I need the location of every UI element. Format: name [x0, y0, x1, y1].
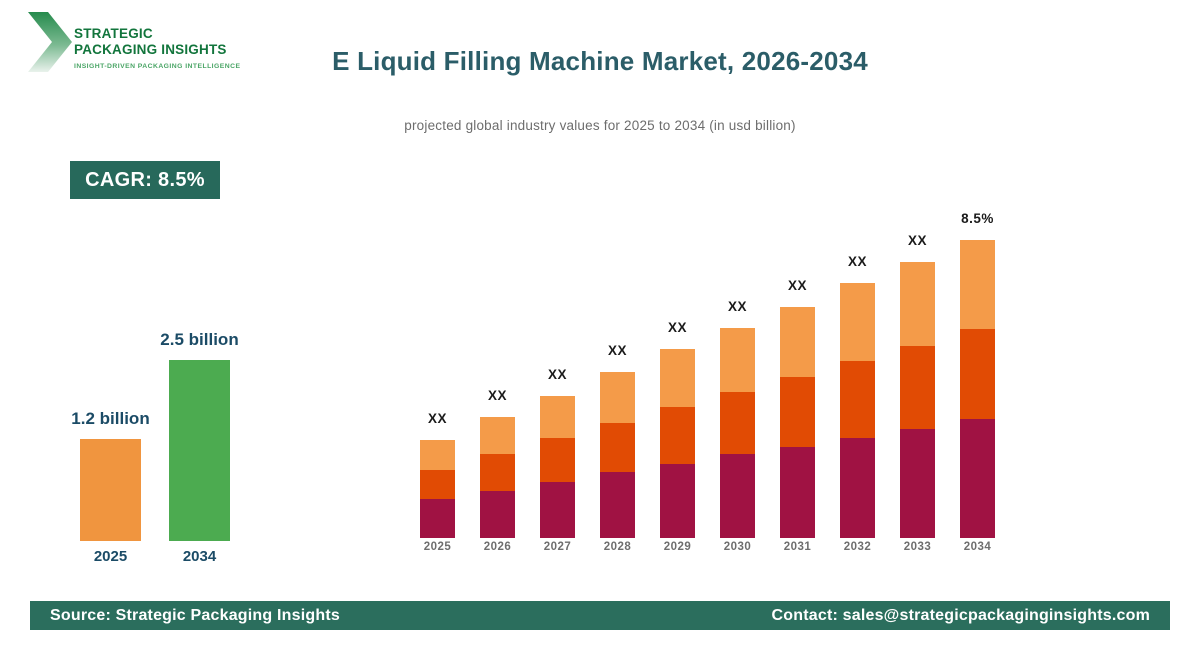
segment-bottom — [780, 447, 815, 538]
logo-line2: PACKAGING INSIGHTS — [74, 42, 227, 57]
segment-top — [600, 372, 635, 423]
stacked-bar — [840, 283, 875, 538]
stacked-bar — [660, 349, 695, 538]
cagr-badge: CAGR: 8.5% — [70, 161, 220, 199]
bar-year-label: 2034 — [963, 541, 992, 553]
logo-line1: STRATEGIC — [74, 26, 153, 41]
segment-top — [480, 417, 515, 454]
segment-middle — [720, 392, 755, 454]
segment-bottom — [600, 472, 635, 538]
bar-year-label: 2026 — [483, 541, 512, 553]
segment-bottom — [960, 419, 995, 538]
segment-middle — [660, 407, 695, 464]
summary-bar — [80, 439, 141, 541]
bar-annotation: XX — [667, 320, 687, 335]
summary-value-label: 1.2 billion — [71, 409, 150, 428]
segment-middle — [540, 438, 575, 482]
bar-year-label: 2027 — [543, 541, 572, 553]
bar-year-label: 2029 — [663, 541, 692, 553]
bar-annotation: XX — [727, 299, 747, 314]
logo-tagline: INSIGHT-DRIVEN PACKAGING INTELLIGENCE — [74, 63, 241, 70]
segment-middle — [600, 423, 635, 472]
segment-bottom — [900, 429, 935, 538]
stacked-bar — [720, 328, 755, 538]
bar-annotation: XX — [907, 233, 927, 248]
logo: STRATEGIC PACKAGING INSIGHTS INSIGHT-DRI… — [28, 10, 240, 74]
bar-annotation: XX — [547, 367, 567, 382]
segment-top — [720, 328, 755, 392]
stacked-bar — [420, 440, 455, 538]
page-subtitle: projected global industry values for 202… — [404, 118, 796, 133]
bar-annotation: XX — [847, 254, 867, 269]
footer-bar: Source: Strategic Packaging Insights Con… — [30, 601, 1170, 630]
segment-middle — [780, 377, 815, 447]
bar-annotation: XX — [487, 388, 507, 403]
projection-chart: XX 2025 XX 2026 XX 2027 XX 2028 XX 2029 XX 2030 XX 20… — [400, 200, 1020, 565]
segment-middle — [840, 361, 875, 438]
segment-top — [840, 283, 875, 361]
segment-middle — [420, 470, 455, 499]
footer-contact: Contact: sales@strategicpackaginginsight… — [771, 606, 1150, 624]
segment-top — [780, 307, 815, 377]
stacked-bar — [900, 262, 935, 538]
bar-year-label: 2032 — [843, 541, 872, 553]
segment-top — [900, 262, 935, 346]
bar-year-label: 2031 — [783, 541, 812, 553]
bar-year-label: 2030 — [723, 541, 752, 553]
bar-year-label: 2025 — [423, 541, 452, 553]
bar-annotation: XX — [607, 343, 627, 358]
summary-chart: 1.2 billion 2025 2.5 billion 2034 — [60, 325, 290, 575]
stacked-bar — [600, 372, 635, 538]
segment-bottom — [540, 482, 575, 538]
segment-top — [540, 396, 575, 438]
footer-source: Source: Strategic Packaging Insights — [50, 606, 340, 624]
stacked-bar — [480, 417, 515, 538]
summary-year-label: 2034 — [182, 548, 217, 565]
bar-year-label: 2033 — [903, 541, 932, 553]
segment-bottom — [720, 454, 755, 538]
segment-top — [660, 349, 695, 407]
stacked-bar — [540, 396, 575, 538]
bar-year-label: 2028 — [603, 541, 632, 553]
segment-middle — [960, 329, 995, 419]
segment-bottom — [840, 438, 875, 538]
bar-annotation: 8.5% — [961, 211, 994, 226]
stacked-bar — [960, 240, 995, 538]
stacked-bar — [780, 307, 815, 538]
bar-annotation: XX — [427, 411, 447, 426]
segment-bottom — [660, 464, 695, 538]
bar-annotation: XX — [787, 278, 807, 293]
segment-bottom — [480, 491, 515, 538]
summary-bar — [169, 360, 230, 541]
page-title: E Liquid Filling Machine Market, 2026-20… — [332, 46, 868, 76]
summary-value-label: 2.5 billion — [160, 330, 239, 349]
summary-year-label: 2025 — [93, 548, 128, 565]
segment-middle — [900, 346, 935, 429]
logo-text: STRATEGIC PACKAGING INSIGHTS INSIGHT-DRI… — [74, 10, 240, 74]
logo-chevron-icon — [28, 12, 72, 72]
segment-bottom — [420, 499, 455, 538]
segment-top — [420, 440, 455, 470]
segment-middle — [480, 454, 515, 491]
segment-top — [960, 240, 995, 329]
